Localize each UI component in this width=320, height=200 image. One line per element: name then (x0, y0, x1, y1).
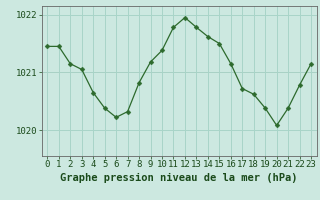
X-axis label: Graphe pression niveau de la mer (hPa): Graphe pression niveau de la mer (hPa) (60, 173, 298, 183)
